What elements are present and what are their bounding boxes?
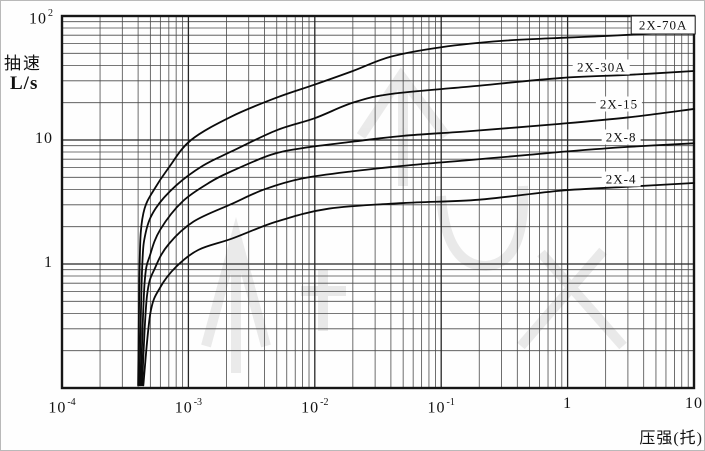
pump-curves	[137, 30, 695, 387]
curve-2x-4	[142, 182, 695, 387]
curve-2x-8	[141, 142, 695, 387]
curve-2x-30a	[138, 70, 695, 387]
grid-minor-lines	[62, 16, 694, 388]
curve-2x-15	[139, 108, 695, 387]
grid-major-lines	[61, 15, 695, 389]
curve-2x-70a	[137, 30, 695, 387]
plot-border	[60, 14, 696, 390]
